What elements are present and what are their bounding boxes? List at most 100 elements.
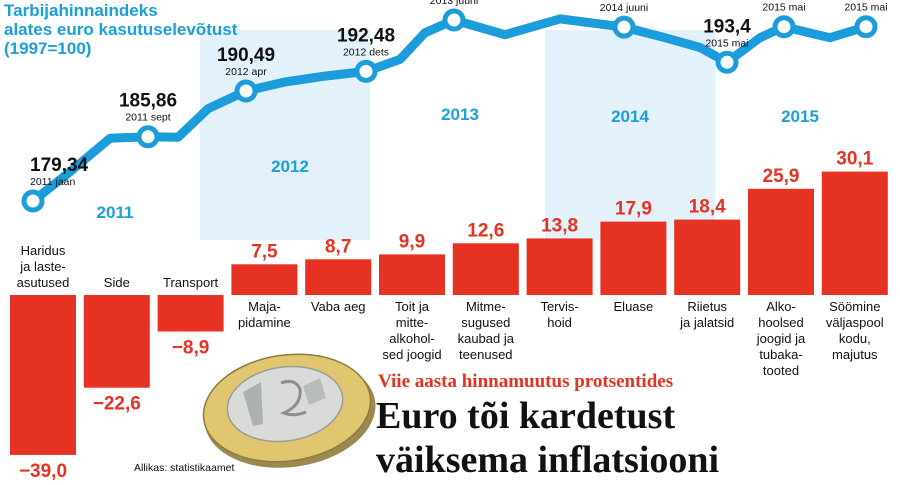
bar-value-label-5: 8,7 bbox=[325, 236, 351, 257]
line-chart-title: Tarbijahinnaindeks alates euro kasutusel… bbox=[4, 1, 304, 58]
cpi-month-label-9: 2015 mai bbox=[844, 2, 887, 14]
cpi-point-5 bbox=[442, 8, 466, 32]
bar-12 bbox=[821, 171, 888, 295]
line-title-line-2: alates euro kasutuselevõtust bbox=[4, 20, 238, 39]
bar-category-label-10: Riietus ja jalatsid bbox=[679, 299, 734, 330]
bar-category-label-1: Haridus ja laste-asutused bbox=[17, 243, 70, 290]
bar-value-label-1: −39,0 bbox=[19, 461, 67, 482]
bar-chart-subtitle: Viie aasta hinnamuutus protsentides bbox=[378, 371, 674, 392]
bar-4 bbox=[231, 264, 298, 295]
bar-category-label-4: Maja-pidamine bbox=[238, 299, 291, 330]
bar-3 bbox=[157, 295, 224, 332]
year-labels: 2011 2012 2013 2014 2015 bbox=[97, 105, 819, 222]
bar-category-label-line: kodu, bbox=[839, 331, 871, 346]
cpi-point-3 bbox=[234, 79, 258, 103]
bar-category-label-line: Transport bbox=[163, 275, 219, 290]
cpi-month-label-6: 2014 juuni bbox=[600, 2, 648, 14]
year-label-2014: 2014 bbox=[611, 107, 649, 126]
cpi-value-label-1: 179,34 bbox=[30, 155, 89, 176]
bar-category-label-line: tubaka- bbox=[759, 347, 802, 362]
bar-1 bbox=[10, 295, 76, 455]
bar-7 bbox=[452, 243, 519, 295]
cpi-value-label-9: 197,01 bbox=[837, 0, 896, 2]
bar-value-label-6: 9,9 bbox=[399, 231, 425, 252]
bar-category-label-line: Mitme- bbox=[466, 299, 506, 314]
bar-category-label-line: sugused bbox=[461, 315, 510, 330]
cpi-month-label-4: 2012 dets bbox=[343, 46, 389, 58]
bar-category-label-8: Tervis-hoid bbox=[540, 299, 578, 330]
bar-10 bbox=[674, 219, 741, 295]
cpi-value-label-4: 192,48 bbox=[337, 25, 395, 46]
bar-category-label-line: Riietus bbox=[687, 299, 727, 314]
bar-value-label-8: 13,8 bbox=[541, 215, 578, 236]
cpi-point-2 bbox=[136, 125, 160, 149]
bar-category-label-12: Söömine väljaspool kodu, majutus bbox=[826, 299, 884, 362]
bar-category-label-line: sed joogid bbox=[382, 347, 441, 362]
bar-category-label-5: Vaba aeg bbox=[311, 299, 366, 314]
bar-category-label-line: asutused bbox=[17, 275, 70, 290]
bar-category-label-line: teenused bbox=[459, 347, 513, 362]
cpi-point-7 bbox=[715, 50, 739, 74]
bar-category-label-line: Haridus bbox=[21, 243, 66, 258]
year-label-2012: 2012 bbox=[271, 157, 309, 176]
bar-11 bbox=[748, 188, 814, 295]
cpi-point-4 bbox=[354, 59, 378, 83]
bar-category-label-line: kaubad ja bbox=[458, 331, 515, 346]
year-band-2 bbox=[545, 30, 715, 240]
headline: Euro tõi kardetust väiksema inflatsiooni bbox=[376, 394, 719, 482]
cpi-month-label-7: 2015 mai bbox=[705, 37, 748, 49]
bar-category-label-line: Eluase bbox=[614, 299, 654, 314]
bar-category-label-line: hoolsed bbox=[758, 315, 804, 330]
bar-category-label-6: Toit ja mitte-alkohol-sed joogid bbox=[382, 299, 441, 362]
bar-category-label-line: Maja- bbox=[248, 299, 281, 314]
bar-value-label-10: 18,4 bbox=[689, 197, 726, 218]
bar-value-labels: −39,0 −22,6 −8,9 7,5 8,7 9,9 12,6 13,8 17,9 18,4 2… bbox=[19, 149, 874, 482]
cpi-month-label-8: 2015 mai bbox=[762, 2, 805, 14]
bar-category-label-line: majutus bbox=[832, 347, 878, 362]
cpi-value-label-2: 185,86 bbox=[119, 91, 177, 112]
bar-group bbox=[10, 171, 888, 455]
bar-2 bbox=[83, 295, 150, 388]
one-euro-coin-icon bbox=[202, 353, 376, 468]
cpi-value-label-3: 190,49 bbox=[217, 45, 275, 66]
bar-category-label-line: Söömine bbox=[829, 299, 880, 314]
line-title-line-3: (1997=100) bbox=[4, 39, 92, 58]
bar-category-label-line: Alko- bbox=[766, 299, 796, 314]
cpi-value-label-7: 193,4 bbox=[703, 16, 751, 37]
bar-value-label-3: −8,9 bbox=[172, 338, 210, 359]
bar-category-label-line: ja laste- bbox=[19, 259, 66, 274]
bar-category-label-line: Tervis- bbox=[540, 299, 578, 314]
cpi-month-label-3: 2012 apr bbox=[225, 66, 267, 78]
bar-6 bbox=[379, 254, 445, 295]
bar-value-label-9: 17,9 bbox=[615, 199, 652, 220]
bar-value-label-2: −22,6 bbox=[93, 394, 141, 415]
bar-category-label-line: pidamine bbox=[238, 315, 291, 330]
bar-category-label-line: tooted bbox=[763, 363, 799, 378]
bar-category-label-line: Toit ja bbox=[395, 299, 430, 314]
year-label-2013: 2013 bbox=[441, 105, 479, 124]
year-label-2015: 2015 bbox=[781, 107, 819, 126]
bar-category-label-line: hoid bbox=[547, 315, 572, 330]
headline-line-1: Euro tõi kardetust bbox=[376, 395, 676, 437]
cpi-point-8 bbox=[772, 15, 796, 39]
bar-category-labels: Haridus ja laste-asutused Side Transport Maj… bbox=[17, 243, 884, 378]
bar-category-label-9: Eluase bbox=[614, 299, 654, 314]
cpi-point-9 bbox=[854, 15, 878, 39]
bar-category-label-3: Transport bbox=[163, 275, 219, 290]
year-bands bbox=[200, 30, 715, 240]
cpi-line-group bbox=[21, 8, 878, 213]
bar-category-label-line: alkohol- bbox=[389, 331, 435, 346]
headline-line-2: väiksema inflatsiooni bbox=[376, 439, 720, 481]
bar-value-label-4: 7,5 bbox=[251, 241, 278, 262]
bar-9 bbox=[600, 221, 667, 295]
cpi-value-label-8: 197,01 bbox=[755, 0, 814, 2]
bar-category-label-line: joogid ja bbox=[756, 331, 806, 346]
year-band-1 bbox=[200, 30, 370, 240]
bar-value-label-7: 12,6 bbox=[467, 220, 504, 241]
bar-category-label-7: Mitme-sugused kaubad ja teenused bbox=[458, 299, 515, 362]
cpi-point-6 bbox=[612, 15, 636, 39]
cpi-line bbox=[28, 14, 871, 206]
bar-category-label-line: ja jalatsid bbox=[679, 315, 734, 330]
